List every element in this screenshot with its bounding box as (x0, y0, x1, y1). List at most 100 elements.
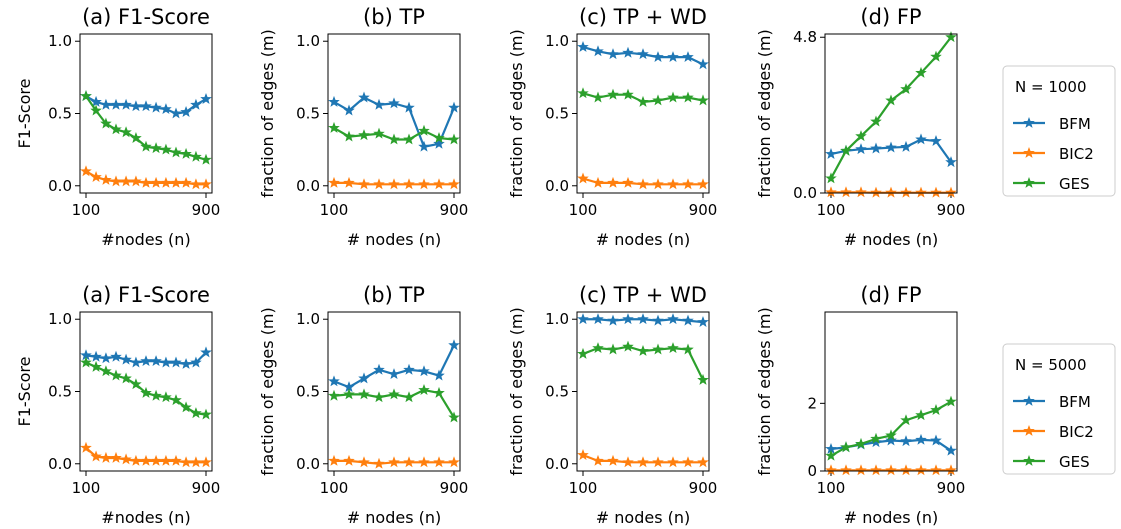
data-point-bfm (160, 356, 172, 368)
subplot-title: (d) FP (860, 5, 921, 29)
data-point-bfm (697, 58, 709, 70)
data-point-bfm (622, 313, 634, 325)
data-point-ges (140, 386, 152, 398)
y-tick-label: 1.0 (48, 32, 72, 50)
data-point-ges (388, 388, 400, 400)
subplot-title: (a) F1-Score (82, 5, 210, 29)
data-point-bic2 (592, 454, 604, 466)
data-point-bfm (373, 98, 385, 110)
y-axis-label: F1-Score (15, 79, 34, 149)
data-point-ges (80, 90, 92, 102)
data-point-bfm (915, 133, 927, 145)
data-point-bic2 (100, 451, 112, 463)
data-point-bic2 (120, 453, 132, 465)
plot-frame (576, 33, 710, 194)
data-point-ges (682, 343, 694, 355)
plot-frame (79, 311, 213, 472)
data-point-ges (577, 87, 589, 99)
data-point-ges (870, 432, 882, 444)
y-tick-label: 1.0 (545, 310, 569, 328)
data-point-bfm (140, 355, 152, 367)
data-point-ges (682, 91, 694, 103)
y-tick-label: 0.5 (48, 105, 72, 123)
data-point-bic2 (373, 178, 385, 190)
data-point-bfm (190, 98, 202, 110)
legend-box (1002, 65, 1116, 197)
x-tick-label: 900 (937, 201, 966, 219)
data-point-ges (592, 342, 604, 354)
data-point-bic2 (110, 451, 122, 463)
data-point-bfm (577, 313, 589, 325)
data-point-ges (90, 104, 102, 116)
data-point-bfm (667, 51, 679, 63)
y-tick-label: 0.0 (545, 455, 569, 473)
y-axis-label: fraction of edges (m) (258, 29, 277, 198)
data-point-ges (885, 94, 897, 106)
data-point-bic2 (667, 456, 679, 468)
data-point-bfm (607, 314, 619, 326)
data-point-bic2 (885, 464, 897, 476)
data-point-ges (403, 133, 415, 145)
data-point-bfm (130, 356, 142, 368)
data-point-bic2 (885, 186, 897, 198)
data-point-bfm (418, 365, 430, 377)
data-point-bic2 (622, 176, 634, 188)
subplot-title: (b) TP (363, 283, 425, 307)
x-tick-label: 100 (569, 479, 598, 497)
series-line-bfm (333, 344, 455, 389)
data-point-bfm (900, 140, 912, 152)
data-point-ges (388, 133, 400, 145)
legend-label-bfm: BFM (1059, 393, 1091, 411)
data-point-bfm (592, 313, 604, 325)
data-point-bic2 (900, 186, 912, 198)
data-point-ges (433, 132, 445, 143)
y-tick-label: 0.0 (545, 177, 569, 195)
x-tick-label: 100 (569, 201, 598, 219)
data-point-bic2 (328, 176, 340, 188)
data-point-ges (885, 429, 897, 441)
data-point-bfm (170, 356, 182, 368)
data-point-bic2 (160, 176, 172, 188)
data-point-bic2 (403, 178, 415, 190)
data-point-ges (930, 404, 942, 416)
data-point-ges (190, 407, 202, 419)
data-point-bfm (592, 45, 604, 57)
x-axis-label: # nodes (n) (596, 508, 690, 527)
data-point-bic2 (140, 454, 152, 466)
subplot-6: (b) TP # nodes (n) fraction of edges (m) 0.… (258, 283, 468, 527)
data-point-bfm (403, 363, 415, 375)
data-point-bic2 (90, 450, 102, 462)
x-tick-label: 900 (937, 479, 966, 497)
data-point-bic2 (448, 456, 460, 468)
data-point-ges (200, 153, 212, 165)
y-tick-label: 0.0 (296, 177, 320, 195)
x-axis-label: # nodes (n) (844, 508, 938, 527)
data-point-bic2 (130, 454, 142, 466)
x-axis-label: # nodes (n) (596, 230, 690, 249)
data-point-ges (80, 356, 92, 368)
data-point-bfm (945, 156, 957, 168)
y-axis-label: fraction of edges (m) (258, 307, 277, 476)
x-tick-label: 100 (817, 479, 846, 497)
x-tick-label: 900 (689, 479, 718, 497)
data-point-bfm (448, 339, 460, 351)
data-point-bfm (358, 372, 370, 384)
data-point-ges (343, 130, 355, 142)
data-point-ges (930, 50, 942, 62)
data-point-bic2 (577, 449, 589, 461)
data-point-bic2 (200, 178, 212, 190)
data-point-ges (120, 126, 132, 138)
data-point-bfm (388, 368, 400, 380)
data-point-bfm (100, 352, 112, 364)
data-point-bic2 (170, 176, 182, 188)
subplot-title: (d) FP (860, 283, 921, 307)
data-point-bic2 (328, 454, 340, 466)
data-point-bic2 (915, 186, 927, 198)
data-point-bic2 (915, 464, 927, 476)
data-point-bic2 (150, 176, 162, 188)
data-point-bfm (110, 98, 122, 110)
data-point-ges (652, 343, 664, 355)
legend-title: N = 5000 (1015, 356, 1087, 374)
data-point-bfm (110, 350, 122, 362)
